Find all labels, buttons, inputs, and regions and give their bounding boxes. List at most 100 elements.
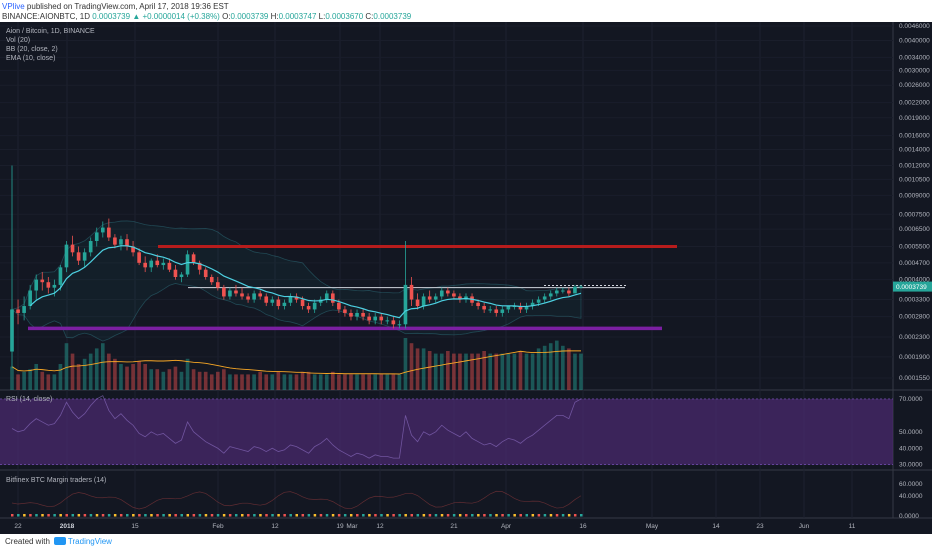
legend-bb[interactable]: BB (20, close, 2) [6, 46, 58, 53]
open-label: O: [222, 12, 231, 21]
candle-body [28, 290, 32, 307]
candle-body [506, 306, 511, 310]
candle-body [40, 279, 45, 283]
candle-body [228, 290, 232, 297]
volume-bar [512, 353, 517, 390]
legend-ema[interactable]: EMA (10, close) [6, 55, 56, 62]
price-axis-tick: 0.0001550 [899, 375, 930, 382]
volume-bar [518, 351, 523, 390]
volume-bar [234, 374, 238, 390]
legend-margin[interactable]: Bitfinex BTC Margin traders (14) [6, 477, 107, 484]
candle-body [349, 312, 353, 317]
candle-body [421, 296, 426, 307]
margin-marker [428, 514, 432, 517]
margin-marker [228, 514, 232, 517]
volume-bar [143, 364, 147, 390]
margin-marker [507, 514, 510, 517]
margin-marker [23, 514, 26, 517]
candle-body [561, 290, 565, 292]
time-axis-label: 15 [131, 523, 139, 530]
candle-body [488, 309, 493, 311]
candle-body [288, 296, 293, 303]
time-axis-label: 14 [712, 523, 720, 530]
legend-vol[interactable]: Vol (20) [6, 37, 31, 44]
volume-bar [276, 371, 281, 390]
margin-marker [95, 514, 99, 517]
candle-body [403, 284, 408, 325]
candle-body [203, 269, 208, 278]
candle-body [500, 309, 505, 313]
margin-marker [234, 514, 238, 517]
publish-line: VPlive published on TradingView.com, Apr… [2, 2, 229, 11]
margin-marker [489, 514, 492, 517]
margin-marker [289, 514, 292, 517]
candle-body [439, 290, 444, 297]
volume-bar [125, 366, 129, 390]
margin-marker [11, 514, 14, 517]
margin-marker [210, 514, 214, 517]
candle-body [373, 316, 378, 321]
margin-marker [174, 514, 177, 517]
margin-marker [222, 514, 226, 517]
candle-body [270, 299, 275, 303]
volume-bar [488, 353, 493, 390]
tradingview-brand[interactable]: TradingView [67, 537, 112, 546]
volume-bar [228, 374, 232, 390]
candle-body [16, 309, 20, 313]
margin-marker [337, 514, 341, 517]
rsi-axis-tick: 40.0000 [899, 445, 923, 452]
candle-body [361, 312, 365, 317]
volume-bar [536, 348, 541, 390]
volume-bar [427, 351, 432, 390]
volume-bar [100, 343, 105, 390]
candle-body [385, 320, 390, 322]
candle-body [10, 309, 14, 352]
candle-body [276, 299, 281, 307]
candle-body [149, 260, 154, 268]
candle-body [179, 274, 184, 278]
volume-bar [343, 374, 347, 390]
margin-axis-tick: 60.0000 [899, 481, 923, 488]
time-axis-label: 11 [849, 523, 856, 530]
low-value: 0.0003670 [325, 12, 364, 21]
volume-bar [252, 374, 256, 390]
volume-bar [567, 348, 571, 390]
margin-marker [452, 514, 456, 517]
volume-bar [494, 353, 499, 390]
candle-body [355, 312, 359, 317]
price-axis-tick: 0.0022000 [899, 100, 930, 107]
chart-area[interactable]: 0.0046000 0.0040000 0.0034000 0.0030000 0.00… [0, 22, 932, 534]
price-axis-tick: 0.0001900 [899, 354, 930, 361]
candle-body [131, 246, 135, 253]
margin-marker [59, 514, 62, 517]
margin-marker [319, 514, 323, 517]
volume-bar [294, 374, 299, 390]
candle-body [476, 302, 480, 307]
candle-body [119, 239, 123, 245]
candle-body [113, 237, 117, 245]
margin-marker [253, 514, 256, 517]
candle-body [579, 286, 583, 288]
candle-body [379, 316, 384, 321]
candle-body [76, 252, 81, 261]
margin-marker [549, 514, 553, 517]
candle-body [367, 316, 371, 321]
candle-body [143, 262, 147, 268]
volume-bar [318, 374, 323, 390]
close-value: 0.0003739 [373, 12, 412, 21]
chart-canvas[interactable]: 0.0046000 0.0040000 0.0034000 0.0030000 0.00… [0, 22, 932, 534]
candle-body [300, 299, 305, 307]
candle-body [185, 254, 190, 275]
volume-bar [46, 374, 51, 390]
margin-marker [580, 514, 583, 517]
last-price: 0.0003739 [92, 12, 131, 21]
legend-rsi[interactable]: RSI (14, close) [6, 396, 53, 403]
volume-bar [458, 353, 462, 390]
margin-marker [422, 514, 426, 517]
candle-body [524, 306, 529, 310]
price-axis-tick: 0.0002300 [899, 334, 930, 341]
candle-body [107, 227, 111, 238]
volume-bar [470, 353, 474, 390]
candle-body [22, 306, 26, 313]
publisher-link[interactable]: VPlive [2, 2, 25, 11]
